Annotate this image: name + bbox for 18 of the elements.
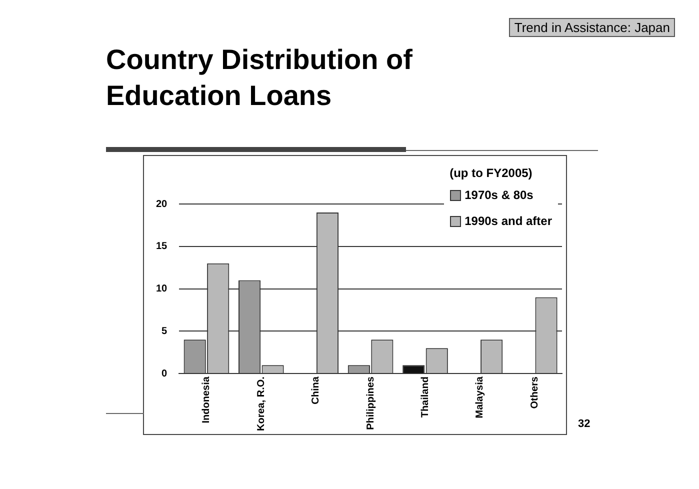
y-tick-label: 10 [156, 284, 168, 295]
legend-label: 1970s & 80s [464, 188, 534, 202]
x-tick-label: Philippines [365, 376, 376, 430]
text: Trend in Assistance: Japan [509, 18, 675, 37]
chart-title: Country Distribution of Education Loans [106, 43, 414, 113]
y-tick-label: 15 [156, 241, 168, 252]
y-tick-label: 5 [162, 326, 168, 337]
x-tick-label: Others [529, 376, 540, 409]
x-tick-label: Thailand [420, 376, 432, 418]
legend-label: 1990s and after [464, 214, 552, 228]
text: 32 [578, 418, 590, 430]
x-tick-label: Malaysia [474, 376, 486, 418]
y-tick-label: 0 [162, 368, 168, 380]
y-tick-label: 20 [156, 198, 168, 210]
x-tick-label: Korea, R.O. [256, 376, 267, 432]
legend-title: (up to FY2005) [450, 166, 534, 180]
x-tick-label: Indonesia [201, 376, 212, 424]
x-tick-label: China [310, 376, 322, 404]
